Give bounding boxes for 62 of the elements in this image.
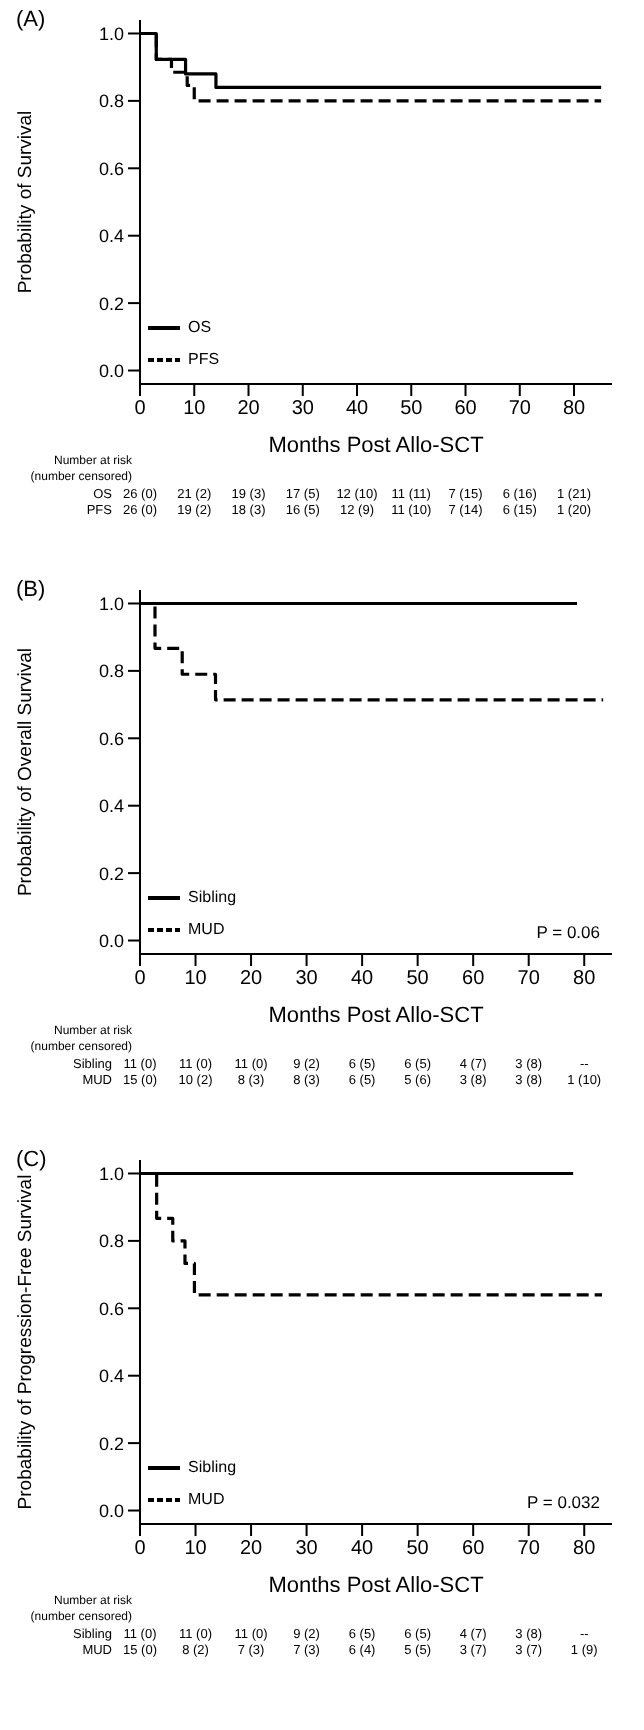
x-tick-label: 30 xyxy=(295,968,319,991)
x-tick-label: 50 xyxy=(406,1538,430,1561)
y-tick-label: 0.8 xyxy=(98,661,124,682)
x-tick-label: 70 xyxy=(517,968,541,991)
y-tick-label: 0.6 xyxy=(98,728,124,749)
x-tick-label: 60 xyxy=(462,968,486,991)
x-tick-label: 40 xyxy=(350,968,375,991)
legend-label: Sibling xyxy=(188,888,237,907)
x-tick-label: 0 xyxy=(134,1538,147,1561)
y-tick-label: 1.0 xyxy=(98,23,124,44)
y-tick-label: 1.0 xyxy=(98,593,124,614)
chart-title: (C) xyxy=(16,1148,47,1172)
y-tick-label: 0.6 xyxy=(98,158,124,179)
y-tick-label: 0.2 xyxy=(98,293,124,314)
y-tick-label: 1.0 xyxy=(98,1163,124,1184)
x-tick-label: 80 xyxy=(562,398,587,421)
x-tick-label: 20 xyxy=(239,968,264,991)
legend-label: PFS xyxy=(188,350,220,369)
x-tick-label: 70 xyxy=(508,398,532,421)
y-axis-title: Probability of Progression-Free Survival xyxy=(14,1174,37,1510)
x-tick-label: 20 xyxy=(239,1538,264,1561)
legend-label: MUD xyxy=(188,920,225,939)
x-tick-label: 10 xyxy=(183,398,207,421)
x-tick-label: 70 xyxy=(517,1538,541,1561)
x-tick-label: 30 xyxy=(291,398,315,421)
x-tick-label: 20 xyxy=(237,398,261,421)
x-axis-title: Months Post Allo-SCT xyxy=(268,1574,485,1598)
x-axis-title: Months Post Allo-SCT xyxy=(268,434,485,458)
annotation: P = 0.032 xyxy=(527,1492,600,1512)
chart-title: (B) xyxy=(16,578,46,602)
x-tick-label: 10 xyxy=(184,968,208,991)
y-tick-label: 0.0 xyxy=(98,1500,124,1521)
x-tick-label: 80 xyxy=(573,968,597,991)
x-tick-label: 0 xyxy=(134,398,147,421)
x-tick-label: 30 xyxy=(295,1538,319,1561)
y-tick-label: 0.8 xyxy=(98,91,124,112)
y-tick-label: 0.0 xyxy=(98,360,124,381)
y-tick-label: 0.6 xyxy=(98,1298,124,1319)
legend-label: Sibling xyxy=(188,1458,237,1477)
annotation: P = 0.06 xyxy=(536,922,600,942)
y-tick-label: 0.8 xyxy=(98,1231,124,1252)
y-tick-label: 0.2 xyxy=(98,863,124,884)
y-tick-label: 0.0 xyxy=(98,930,124,951)
chart-title: (A) xyxy=(16,8,46,32)
y-tick-label: 0.4 xyxy=(98,1366,124,1387)
x-tick-label: 50 xyxy=(406,968,430,991)
x-tick-label: 80 xyxy=(573,1538,597,1561)
x-tick-label: 40 xyxy=(350,1538,375,1561)
y-tick-label: 0.4 xyxy=(98,226,124,247)
legend-label: MUD xyxy=(188,1490,225,1509)
x-tick-label: 60 xyxy=(454,398,478,421)
x-tick-label: 50 xyxy=(400,398,424,421)
y-tick-label: 0.4 xyxy=(98,796,124,817)
y-tick-label: 0.2 xyxy=(98,1433,124,1454)
x-tick-label: 10 xyxy=(184,1538,208,1561)
y-axis-title: Probability of Survival xyxy=(14,110,37,294)
x-axis-title: Months Post Allo-SCT xyxy=(268,1004,485,1028)
y-axis-title: Probability of Overall Survival xyxy=(14,647,37,897)
x-tick-label: 40 xyxy=(345,398,370,421)
x-tick-label: 60 xyxy=(462,1538,486,1561)
legend-label: OS xyxy=(188,318,212,337)
x-tick-label: 0 xyxy=(134,968,147,991)
